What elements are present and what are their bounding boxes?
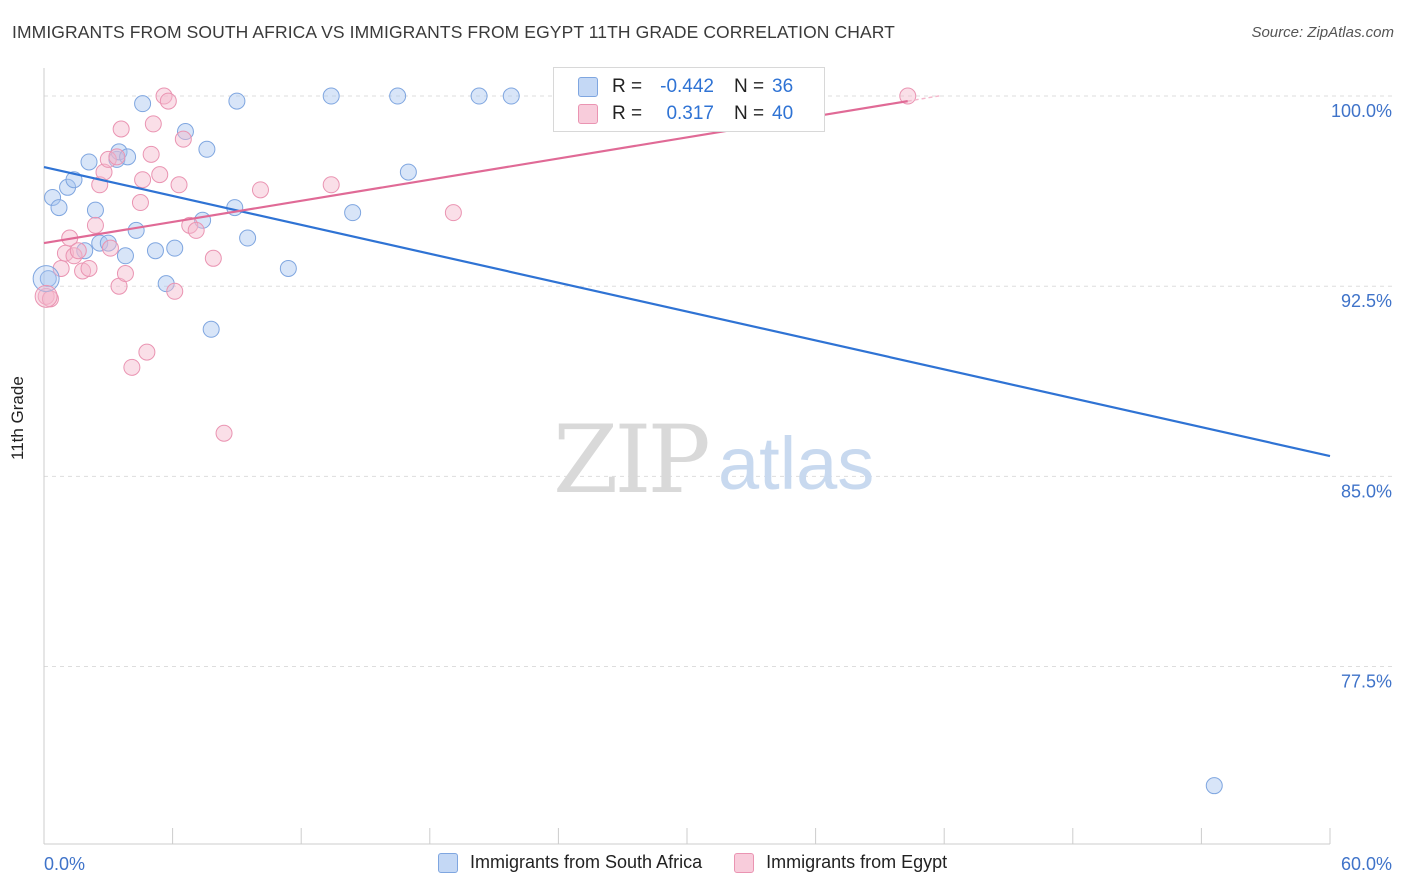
point-south-africa [470, 87, 488, 105]
point-egypt [69, 242, 87, 260]
stats-box: R = -0.442 N = 36 R = 0.317 N = 40 [553, 67, 825, 132]
point-egypt [108, 148, 126, 166]
point-south-africa [399, 163, 417, 181]
trend-extension-egypt [907, 94, 943, 102]
point-egypt [34, 284, 58, 308]
point-south-africa [502, 87, 520, 105]
point-south-africa [146, 242, 164, 260]
legend-item-egypt[interactable]: Immigrants from Egypt [734, 852, 947, 873]
point-south-africa [127, 221, 145, 239]
point-egypt [116, 265, 134, 283]
stats-r-label: R = [612, 76, 643, 97]
point-egypt [123, 358, 141, 376]
point-south-africa [86, 201, 104, 219]
point-egypt [444, 204, 462, 222]
stats-r-label: R = [612, 103, 643, 124]
point-south-africa [76, 242, 94, 260]
axes [43, 68, 1331, 845]
point-egypt [187, 221, 205, 239]
point-egypt [142, 145, 160, 163]
y-tick-label: 100.0% [1331, 101, 1392, 121]
point-egypt [899, 87, 917, 105]
point-south-africa [80, 153, 98, 171]
stats-n-value: 40 [772, 103, 794, 124]
chart-title: IMMIGRANTS FROM SOUTH AFRICA VS IMMIGRAN… [12, 22, 895, 42]
point-south-africa [279, 259, 297, 277]
source-label: Source: ZipAtlas.com [1251, 24, 1394, 41]
point-egypt [134, 171, 152, 189]
y-tick-label: 92.5% [1341, 291, 1392, 311]
point-egypt [322, 176, 340, 194]
point-south-africa [322, 87, 340, 105]
stats-row-south-africa: R = -0.442 N = 36 [554, 74, 824, 100]
legend-item-south-africa[interactable]: Immigrants from South Africa [438, 852, 702, 873]
y-tick-labels: 77.5% 85.0% 92.5% 100.0% [1331, 101, 1392, 691]
y-tick-label: 85.0% [1341, 481, 1392, 501]
point-egypt [204, 249, 222, 267]
point-south-africa [32, 265, 60, 293]
point-south-africa [1205, 777, 1223, 795]
legend: Immigrants from South Africa Immigrants … [438, 852, 979, 873]
point-south-africa [198, 140, 216, 158]
stats-n-label: N = [734, 103, 765, 124]
point-south-africa [202, 320, 220, 338]
point-egypt [86, 216, 104, 234]
point-south-africa [228, 92, 246, 110]
point-egypt [159, 92, 177, 110]
point-south-africa [91, 234, 109, 252]
stats-r-value: -0.442 [660, 76, 714, 97]
stats-row-egypt: R = 0.317 N = 40 [554, 101, 824, 127]
point-south-africa [239, 229, 257, 247]
point-south-africa [39, 270, 57, 288]
y-tick-label: 77.5% [1341, 672, 1392, 692]
point-egypt [170, 176, 188, 194]
point-egypt [101, 239, 119, 257]
watermark-zip: ZIP [553, 406, 707, 515]
point-egypt [174, 130, 192, 148]
point-egypt [138, 343, 156, 361]
point-south-africa [44, 188, 62, 206]
legend-swatch-south-africa [438, 852, 458, 873]
point-egypt [251, 181, 269, 199]
stats-n-value: 36 [772, 76, 794, 97]
point-south-africa [389, 87, 407, 105]
x-tick-label-max: 60.0% [1341, 854, 1392, 874]
legend-swatch-egypt [734, 852, 755, 873]
point-egypt [144, 115, 162, 133]
watermark-atlas: atlas [718, 422, 874, 505]
point-south-africa [344, 204, 362, 222]
x-tick-labels: 0.0% 60.0% [44, 854, 1392, 874]
x-tick-label-min: 0.0% [44, 854, 85, 874]
stats-swatch-south-africa [578, 77, 598, 97]
stats-r-value: 0.317 [666, 103, 714, 124]
point-south-africa [134, 95, 152, 113]
grid-layer [44, 95, 1392, 668]
stats-swatch-egypt [578, 104, 598, 124]
legend-label-south-africa: Immigrants from South Africa [470, 852, 703, 872]
trend-lines [43, 94, 1331, 458]
point-egypt [166, 282, 184, 300]
point-egypt [80, 259, 98, 277]
trend-line-south-africa [43, 165, 1331, 458]
legend-label-egypt: Immigrants from Egypt [766, 852, 948, 872]
point-south-africa [116, 247, 134, 265]
point-egypt [151, 166, 169, 184]
point-egypt [131, 194, 149, 212]
stats-n-label: N = [734, 76, 765, 97]
point-egypt [215, 424, 233, 442]
point-egypt [112, 120, 130, 138]
point-south-africa [50, 199, 68, 217]
watermark: ZIP atlas [553, 406, 874, 515]
point-south-africa [166, 239, 184, 257]
